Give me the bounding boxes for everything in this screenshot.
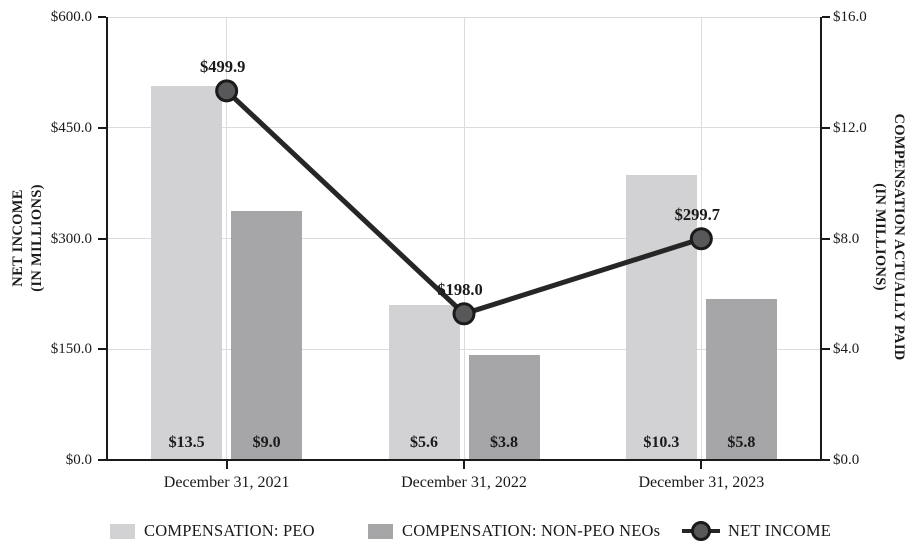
legend-item-net-income: NET INCOME [682, 518, 831, 544]
right-axis-tick-label: $12.0 [833, 119, 867, 136]
left-axis-tick-label: $150.0 [50, 341, 92, 358]
bar-value-label: $5.8 [727, 433, 756, 451]
gridline-vertical [463, 17, 465, 460]
left-axis-tick [98, 348, 106, 351]
right-axis-tick-label: $16.0 [833, 9, 867, 25]
bar-comp-peo: $5.6 [388, 304, 460, 460]
x-axis-tick [225, 461, 228, 469]
left-axis-tick [98, 16, 106, 18]
legend-swatch-peo-icon [110, 523, 135, 539]
net-income-value-label: $299.7 [674, 204, 721, 224]
bar-value-label: $5.6 [410, 433, 438, 451]
legend: COMPENSATION: PEO COMPENSATION: NON-PEO … [0, 518, 915, 544]
right-axis-tick [822, 459, 830, 461]
net-income-value-label: $198.0 [437, 279, 483, 299]
left-axis-tick-label: $0.0 [65, 452, 92, 468]
legend-item-comp-non-peo: COMPENSATION: NON-PEO NEOs [368, 518, 660, 544]
right-axis-line [820, 17, 822, 460]
bar-comp-non-peo: $3.8 [468, 354, 540, 460]
legend-label-comp-non-peo: COMPENSATION: NON-PEO NEOs [402, 521, 661, 540]
net-income-value-label: $499.9 [199, 56, 246, 76]
legend-swatch-non-peo-icon [368, 523, 393, 539]
bar-value-label: $9.0 [252, 434, 281, 451]
right-axis-tick-label: $8.0 [833, 230, 860, 247]
gridline-vertical [226, 17, 228, 460]
net-income-marker [215, 79, 239, 103]
left-axis-line [106, 17, 108, 460]
x-axis-tick [700, 461, 703, 469]
legend-item-comp-peo: COMPENSATION: PEO [110, 518, 315, 544]
left-axis-tick-label: $300.0 [50, 230, 92, 247]
bar-value-label: $10.3 [643, 433, 680, 451]
left-axis-tick [98, 459, 106, 461]
left-axis-tick-label: $600.0 [50, 9, 92, 25]
bar-comp-peo: $10.3 [625, 174, 697, 460]
right-axis-tick [822, 16, 830, 18]
net-income-marker [689, 227, 713, 251]
bottom-axis-line [98, 459, 830, 461]
right-axis-tick-label: $0.0 [833, 452, 860, 468]
x-axis-category-label: December 31, 2023 [638, 474, 765, 491]
bar-comp-non-peo: $9.0 [231, 210, 303, 460]
bar-value-label: $3.8 [490, 433, 518, 451]
bar-comp-peo: $13.5 [151, 86, 223, 460]
legend-label-net-income: NET INCOME [728, 521, 831, 540]
bar-comp-non-peo: $5.8 [705, 299, 777, 460]
right-axis-tick [822, 126, 830, 129]
bar-value-label: $13.5 [168, 434, 205, 451]
net-income-marker [452, 302, 476, 326]
x-axis-category-label: December 31, 2021 [163, 474, 290, 491]
x-axis-tick [463, 461, 465, 469]
right-axis-tick-label: $4.0 [833, 341, 860, 358]
legend-label-comp-peo: COMPENSATION: PEO [144, 521, 315, 540]
legend-line-marker-icon [682, 520, 720, 542]
right-axis-tick [822, 237, 830, 240]
x-axis-category-label: December 31, 2022 [401, 474, 527, 491]
left-axis-tick-label: $450.0 [50, 119, 92, 136]
left-axis-tick [98, 126, 106, 129]
right-axis-tick [822, 348, 830, 351]
left-axis-tick [98, 237, 106, 240]
